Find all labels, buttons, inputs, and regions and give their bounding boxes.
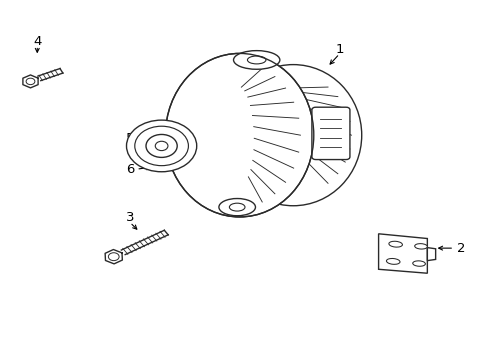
- Ellipse shape: [247, 56, 265, 64]
- Polygon shape: [378, 234, 427, 273]
- Polygon shape: [23, 75, 38, 88]
- Ellipse shape: [388, 241, 402, 247]
- Text: 2: 2: [456, 242, 465, 255]
- Text: 5: 5: [125, 132, 134, 145]
- Ellipse shape: [386, 258, 399, 264]
- Text: 3: 3: [125, 211, 134, 224]
- Ellipse shape: [229, 203, 244, 211]
- Text: 1: 1: [335, 42, 343, 55]
- Ellipse shape: [412, 261, 425, 266]
- Ellipse shape: [135, 126, 188, 166]
- Text: 4: 4: [33, 35, 41, 49]
- Ellipse shape: [219, 198, 255, 216]
- Ellipse shape: [146, 134, 177, 157]
- Ellipse shape: [126, 120, 196, 172]
- Text: 6: 6: [125, 163, 134, 176]
- Ellipse shape: [155, 141, 167, 150]
- Ellipse shape: [414, 244, 427, 249]
- Ellipse shape: [165, 53, 313, 217]
- FancyBboxPatch shape: [311, 107, 349, 159]
- Polygon shape: [105, 249, 122, 264]
- Ellipse shape: [233, 51, 279, 69]
- Ellipse shape: [224, 64, 361, 206]
- Polygon shape: [427, 248, 435, 261]
